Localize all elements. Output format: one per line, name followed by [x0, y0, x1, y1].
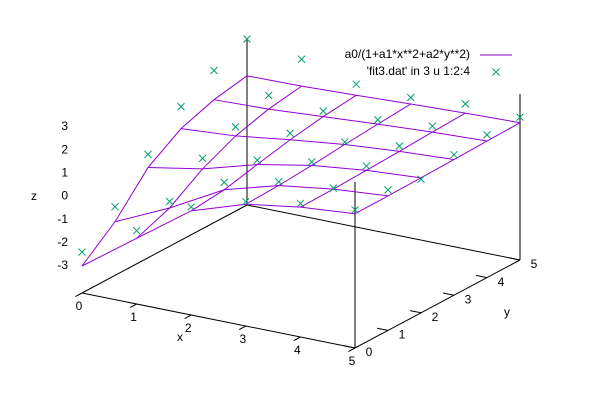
base-edge	[354, 259, 521, 349]
data-point	[231, 123, 240, 131]
data-point	[243, 35, 251, 43]
legend-label: 'fit3.dat' in 3 u 1:2:4	[367, 64, 471, 78]
x-tick	[75, 292, 83, 297]
data-point	[274, 177, 283, 186]
y-tick	[508, 257, 521, 261]
y-tick-label: 5	[531, 257, 538, 271]
z-tick-label: 0	[61, 189, 68, 203]
surface-line	[245, 103, 412, 205]
surface-line	[246, 75, 521, 124]
y-tick	[343, 345, 356, 349]
y-axis-label: y	[504, 305, 510, 319]
data-point	[340, 138, 349, 146]
x-tick-label: 0	[76, 299, 83, 313]
z-tick-label: -1	[57, 212, 68, 226]
data-point	[395, 142, 404, 150]
y-tick	[409, 310, 422, 314]
surface-line	[114, 184, 389, 223]
surface-line	[213, 99, 488, 142]
data-point	[362, 162, 371, 170]
surface-line	[147, 164, 422, 179]
x-tick	[184, 314, 192, 319]
x-tick	[238, 325, 247, 330]
data-point	[483, 130, 491, 139]
surface-line	[81, 203, 356, 267]
data-point	[177, 102, 185, 111]
z-axis-label: z	[31, 189, 37, 203]
x-tick	[293, 336, 301, 341]
data-point	[373, 115, 382, 124]
surface-line	[300, 112, 466, 208]
data-point	[297, 55, 306, 64]
data-point	[296, 199, 305, 208]
y-tick	[475, 274, 488, 279]
data-point	[384, 186, 392, 194]
base-edge	[81, 204, 248, 294]
z-tick-label: 2	[61, 142, 68, 156]
base-edge	[246, 204, 521, 261]
data-point	[220, 178, 229, 187]
data-point	[428, 122, 437, 130]
data-point	[319, 107, 328, 115]
legend-swatch	[492, 68, 500, 76]
y-tick-label: 1	[399, 328, 406, 342]
y-tick	[376, 327, 389, 331]
data-point	[210, 66, 218, 75]
data-point	[253, 156, 262, 164]
z-tick-label: -2	[57, 235, 68, 249]
x-axis-label: x	[177, 330, 183, 344]
data-point	[165, 197, 174, 206]
base-edge	[81, 292, 356, 349]
z-tick-label: 3	[61, 119, 68, 133]
surface-line	[180, 128, 455, 161]
x-tick	[129, 303, 137, 308]
data-point	[198, 154, 207, 163]
data-point	[417, 175, 425, 184]
x-tick	[348, 347, 356, 352]
surface-line	[354, 122, 521, 215]
data-point	[450, 150, 458, 159]
surface-line	[136, 85, 302, 239]
surface-line	[81, 75, 248, 267]
data-point	[406, 93, 415, 102]
z-tick-label: -3	[57, 258, 68, 272]
z-tick-label: 1	[61, 166, 68, 180]
y-tick-label: 4	[498, 275, 505, 289]
data-point	[307, 158, 316, 166]
x-tick-label: 4	[294, 343, 301, 357]
data-point	[329, 184, 338, 193]
y-tick-label: 3	[465, 292, 472, 306]
data-point	[111, 202, 119, 211]
x-tick-label: 2	[185, 321, 192, 335]
data-point	[132, 226, 141, 235]
data-point	[286, 129, 295, 138]
data-point	[144, 150, 152, 159]
data-point	[187, 203, 196, 211]
data-point	[264, 91, 273, 100]
data-point	[461, 99, 470, 108]
data-point	[351, 205, 359, 214]
legend-label: a0/(1+a1*x**2+a2*y**2)	[345, 47, 470, 61]
data-point	[78, 248, 86, 256]
data-point	[352, 80, 361, 89]
y-tick-label: 2	[432, 310, 439, 324]
surface-line	[190, 94, 357, 212]
x-tick-label: 3	[239, 332, 246, 346]
y-tick-label: 0	[366, 345, 373, 359]
x-tick-label: 5	[349, 354, 356, 368]
y-tick	[442, 292, 455, 296]
data-point	[241, 197, 250, 206]
x-tick-label: 1	[130, 310, 137, 324]
data-point	[516, 113, 524, 122]
